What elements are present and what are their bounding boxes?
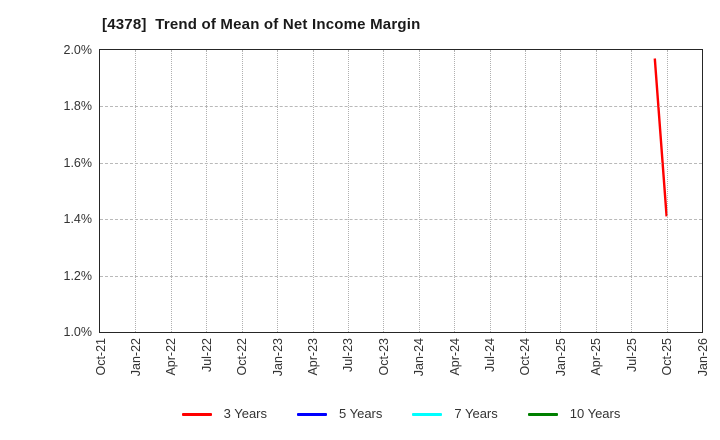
x-axis-tick-label: Jul-24 xyxy=(483,338,497,373)
vertical-gridline xyxy=(241,50,243,332)
legend-item-7-years: 7 Years xyxy=(412,406,498,422)
x-axis-tick-label: Oct-21 xyxy=(93,338,108,376)
vertical-gridline xyxy=(560,50,562,332)
y-axis-tick-label: 1.2% xyxy=(63,268,93,283)
horizontal-gridline xyxy=(100,219,702,221)
x-axis-tick-label: Jan-26 xyxy=(695,338,710,377)
vertical-gridline xyxy=(135,50,137,332)
legend-label: 3 Years xyxy=(223,406,267,421)
chart-title: [4378] Trend of Mean of Net Income Margi… xyxy=(102,16,421,33)
horizontal-gridline xyxy=(100,162,702,164)
legend-line-swatch xyxy=(527,412,558,416)
legend-label: 7 Years xyxy=(454,406,498,421)
legend-line-swatch xyxy=(181,412,212,416)
vertical-gridline xyxy=(170,50,172,332)
x-axis-tick-label: Apr-24 xyxy=(447,338,462,376)
y-axis-tick-label: 1.6% xyxy=(63,155,93,170)
x-axis-tick-label: Apr-25 xyxy=(589,338,604,376)
vertical-gridline xyxy=(206,50,208,332)
x-axis-tick-label: Jan-23 xyxy=(270,338,285,377)
vertical-gridline xyxy=(347,50,349,332)
legend-item-5-years: 5 Years xyxy=(297,406,382,422)
y-axis-tick-label: 2.0% xyxy=(63,43,93,57)
series-lines-svg xyxy=(653,58,668,217)
vertical-gridline xyxy=(312,50,314,332)
legend-label: 10 Years xyxy=(569,406,621,421)
vertical-gridline xyxy=(631,50,633,332)
x-axis-tick-label: Jan-25 xyxy=(553,338,568,377)
x-axis-tick-label: Jul-25 xyxy=(624,338,639,373)
vertical-gridline xyxy=(454,50,456,332)
horizontal-gridline xyxy=(100,106,702,108)
x-axis-tick-label: Oct-25 xyxy=(660,338,675,376)
x-axis-tick-label: Oct-24 xyxy=(518,338,533,376)
legend-item-3-years: 3 Years xyxy=(181,406,267,422)
horizontal-gridline xyxy=(100,275,702,277)
vertical-gridline xyxy=(666,50,668,332)
x-axis-tick-label: Apr-23 xyxy=(306,338,320,376)
x-axis-tick-label: Oct-22 xyxy=(235,338,250,376)
y-axis-tick-label: 1.8% xyxy=(63,99,93,114)
legend: 3 Years 5 Years 7 Years 10 Years xyxy=(99,403,703,425)
vertical-gridline xyxy=(489,50,491,332)
vertical-gridline xyxy=(595,50,597,332)
y-axis-tick-label: 1.0% xyxy=(63,325,93,339)
plot-area xyxy=(99,49,703,333)
x-axis-tick-label: Jan-24 xyxy=(412,338,427,377)
vertical-gridline xyxy=(277,50,279,332)
legend-label: 5 Years xyxy=(339,406,383,421)
x-axis-tick-label: Oct-23 xyxy=(376,338,391,376)
legend-line-swatch xyxy=(412,412,443,416)
series-line-3-years xyxy=(653,58,668,217)
legend-line-swatch xyxy=(297,412,327,416)
x-axis-tick-label: Jul-22 xyxy=(199,338,214,373)
x-axis-tick-label: Jul-23 xyxy=(341,338,356,373)
legend-item-10-years: 10 Years xyxy=(527,406,621,422)
vertical-gridline xyxy=(383,50,385,332)
x-axis-tick-label: Apr-22 xyxy=(164,338,179,376)
vertical-gridline xyxy=(418,50,420,332)
x-axis-tick-label: Jan-22 xyxy=(128,338,143,377)
vertical-gridline xyxy=(524,50,526,332)
y-axis-tick-label: 1.4% xyxy=(63,212,93,227)
